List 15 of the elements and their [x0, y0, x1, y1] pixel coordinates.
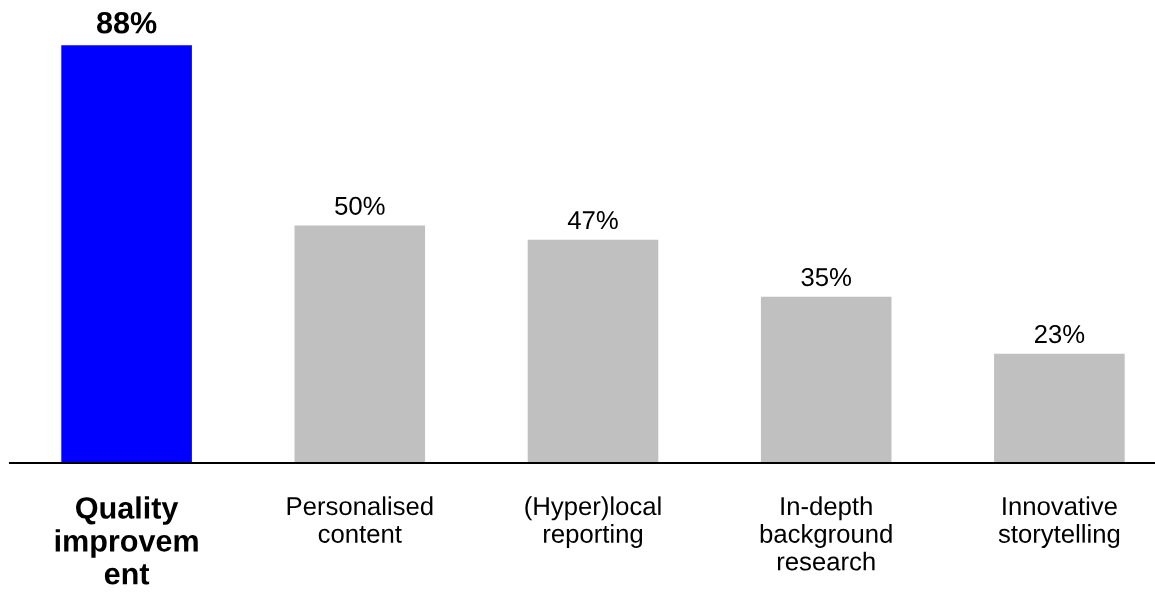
bar — [760, 296, 892, 463]
data-label: 88% — [96, 11, 157, 34]
x-tick-label: Quality improvem ent — [55, 496, 198, 585]
data-label: 50% — [335, 196, 385, 215]
x-tick-label: Innovative storytelling — [998, 496, 1120, 548]
bar — [294, 225, 426, 463]
bar — [527, 239, 659, 463]
x-tick-label: Personalised content — [287, 496, 433, 543]
data-label: 35% — [801, 267, 851, 287]
bar — [61, 45, 192, 463]
data-label: 47% — [567, 211, 618, 230]
x-tick-label: In-depth background research — [760, 496, 892, 571]
x-tick-label: (Hyper)local reporting — [525, 496, 661, 548]
bar — [994, 353, 1125, 463]
data-label: 23% — [1034, 324, 1085, 344]
